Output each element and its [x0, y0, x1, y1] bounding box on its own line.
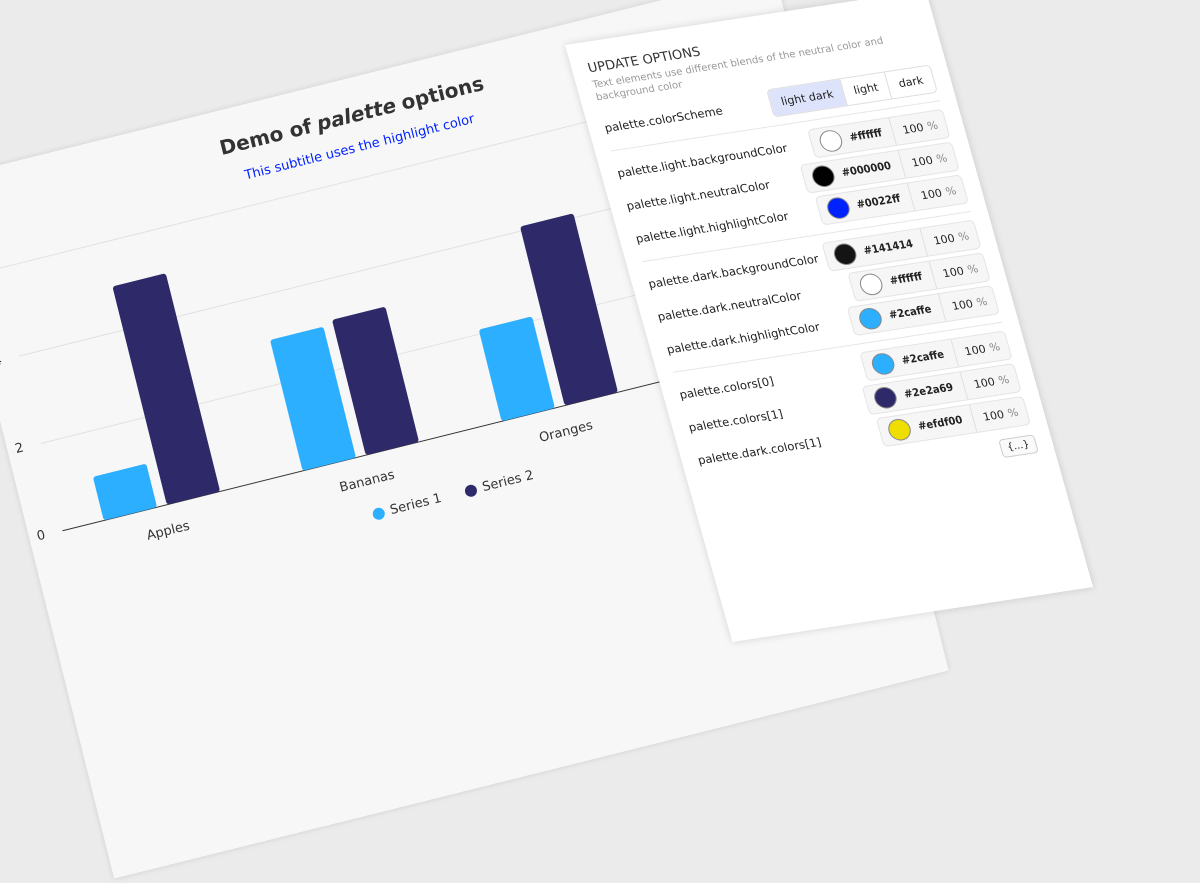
color-hex: #ffffff [846, 118, 897, 152]
y-tick-label: 4 [0, 353, 3, 370]
percent-sign: % [956, 229, 971, 244]
opacity-value: 100 [919, 186, 944, 202]
y-tick-label: 0 [35, 528, 47, 545]
scheme-button[interactable]: dark [884, 65, 937, 99]
color-swatch [885, 417, 914, 442]
title-part: Demo of [217, 113, 314, 159]
opacity-value: 100 [941, 264, 966, 280]
opacity-value: 100 [900, 120, 926, 137]
color-hex: #0022ff [853, 183, 915, 219]
bar [113, 273, 220, 505]
percent-sign: % [934, 151, 949, 166]
opacity-value: 100 [962, 342, 988, 358]
option-label: palette.colors[0] [677, 373, 776, 402]
bar [520, 213, 618, 405]
scheme-button[interactable]: light dark [767, 78, 847, 116]
color-hex: #ffffff [886, 261, 937, 296]
percent-sign: % [943, 183, 958, 198]
color-swatch [857, 272, 886, 297]
opacity-value: 100 [910, 153, 935, 169]
legend-marker [464, 484, 477, 497]
percent-sign: % [987, 339, 1002, 354]
opacity-value: 100 [972, 374, 997, 391]
percent-sign: % [965, 261, 980, 276]
x-tick-label: Bananas [338, 468, 396, 496]
title-part: options [398, 71, 486, 115]
color-swatch [817, 128, 845, 154]
option-label: palette.colorScheme [602, 103, 725, 136]
percent-sign: % [925, 118, 940, 133]
title-part: palette [313, 92, 398, 135]
chart-card: Demo ofpaletteoptions This subtitle uses… [0, 0, 949, 879]
color-hex: #2caffe [885, 294, 946, 330]
opacity-value: 100 [931, 231, 957, 247]
legend-label: Series 1 [389, 491, 443, 518]
bar [332, 307, 419, 455]
color-hex: #efdf00 [914, 404, 977, 441]
opacity-value: 100 [981, 407, 1006, 424]
page: Demo ofpaletteoptions This subtitle uses… [0, 0, 1094, 879]
opacity-value: 100 [950, 296, 975, 313]
percent-sign: % [1006, 405, 1020, 420]
legend-marker [372, 507, 385, 520]
color-swatch [809, 164, 838, 189]
x-tick-label: Oranges [538, 418, 595, 446]
percent-sign: % [996, 372, 1011, 387]
legend-label: Series 2 [481, 468, 535, 495]
color-hex: #2caffe [898, 339, 959, 375]
color-swatch [869, 351, 898, 377]
color-swatch [824, 195, 852, 221]
bar [270, 327, 356, 471]
color-swatch [831, 242, 859, 267]
more-button[interactable]: {...} [997, 433, 1039, 458]
bar [93, 464, 157, 520]
scheme-button[interactable]: light [839, 72, 892, 105]
y-tick-label: 2 [14, 441, 26, 458]
option-label: palette.colors[1] [686, 406, 785, 435]
color-swatch [856, 306, 885, 331]
percent-sign: % [974, 294, 989, 309]
color-swatch [871, 385, 900, 410]
x-tick-label: Apples [145, 519, 191, 544]
bar [479, 316, 555, 421]
chart: Demo ofpaletteoptions This subtitle uses… [0, 71, 854, 545]
